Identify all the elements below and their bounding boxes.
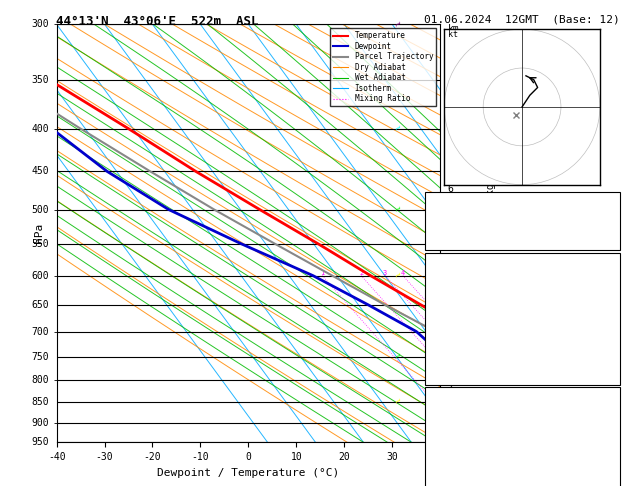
- Text: 5: 5: [448, 233, 454, 243]
- Text: ~: ~: [394, 270, 405, 281]
- Text: -2: -2: [606, 333, 616, 342]
- Text: 750: 750: [31, 351, 49, 362]
- Text: 300: 300: [31, 19, 49, 29]
- Text: Surface: Surface: [503, 260, 541, 268]
- Text: CAPE (J): CAPE (J): [428, 468, 470, 477]
- Text: 508: 508: [600, 352, 616, 361]
- Text: Lifted Index: Lifted Index: [428, 333, 493, 342]
- Text: Lifted Index: Lifted Index: [428, 450, 493, 458]
- Text: 956: 956: [600, 413, 616, 421]
- Text: 950: 950: [31, 437, 49, 447]
- Text: 01.06.2024  12GMT  (Base: 12): 01.06.2024 12GMT (Base: 12): [424, 15, 620, 25]
- Text: Temp (°C): Temp (°C): [428, 278, 476, 287]
- Text: 35: 35: [606, 199, 616, 208]
- Y-axis label: hPa: hPa: [33, 223, 43, 243]
- Text: ~: ~: [394, 396, 405, 408]
- Text: 8: 8: [448, 82, 454, 92]
- Text: Mixing Ratio (g/kg): Mixing Ratio (g/kg): [486, 177, 496, 289]
- Text: 18.5: 18.5: [595, 278, 616, 287]
- Text: 20: 20: [508, 270, 516, 276]
- Text: 44°13'N  43°06'E  522m  ASL: 44°13'N 43°06'E 522m ASL: [56, 15, 259, 28]
- Text: 900: 900: [31, 417, 49, 428]
- Text: 6: 6: [426, 270, 431, 276]
- Text: 329: 329: [600, 315, 616, 324]
- Text: CIN (J): CIN (J): [428, 370, 465, 379]
- Text: θₑ(K): θₑ(K): [428, 315, 455, 324]
- Text: 508: 508: [600, 468, 616, 477]
- Text: 15: 15: [487, 270, 495, 276]
- Text: ~: ~: [394, 204, 405, 215]
- Text: ~: ~: [394, 18, 405, 30]
- Text: 500: 500: [31, 205, 49, 214]
- Text: 850: 850: [31, 397, 49, 407]
- Text: 19: 19: [606, 370, 616, 379]
- Text: 25: 25: [524, 270, 532, 276]
- Text: km: km: [448, 24, 460, 35]
- Text: ~: ~: [394, 350, 405, 363]
- Text: Most Unstable: Most Unstable: [487, 394, 557, 403]
- Text: θₑ (K): θₑ (K): [428, 431, 460, 440]
- Text: Pressure (mb): Pressure (mb): [428, 413, 498, 421]
- Text: 650: 650: [31, 300, 49, 310]
- Legend: Temperature, Dewpoint, Parcel Trajectory, Dry Adiabat, Wet Adiabat, Isotherm, Mi: Temperature, Dewpoint, Parcel Trajectory…: [330, 28, 437, 106]
- Text: 450: 450: [31, 166, 49, 176]
- Text: 550: 550: [31, 239, 49, 249]
- Text: 4: 4: [448, 282, 454, 293]
- X-axis label: Dewpoint / Temperature (°C): Dewpoint / Temperature (°C): [157, 468, 340, 478]
- Text: 1: 1: [320, 270, 325, 276]
- Text: 3: 3: [383, 270, 387, 276]
- Text: 4: 4: [401, 270, 405, 276]
- Text: 6: 6: [448, 184, 454, 193]
- Text: 7: 7: [448, 134, 454, 143]
- Text: 3.01: 3.01: [595, 236, 616, 244]
- Text: 1: 1: [448, 430, 454, 439]
- Text: K: K: [428, 199, 433, 208]
- Text: 700: 700: [31, 327, 49, 336]
- Text: 15.6: 15.6: [595, 296, 616, 305]
- Text: 2: 2: [448, 382, 454, 392]
- Text: LCL: LCL: [448, 434, 463, 443]
- Text: -2: -2: [606, 450, 616, 458]
- Text: 2: 2: [359, 270, 364, 276]
- Text: 49: 49: [606, 217, 616, 226]
- Text: Totals Totals: Totals Totals: [428, 217, 498, 226]
- Text: ~: ~: [394, 122, 405, 135]
- Text: 800: 800: [31, 375, 49, 385]
- Text: 600: 600: [31, 271, 49, 280]
- Text: 10: 10: [459, 270, 467, 276]
- Text: 400: 400: [31, 123, 49, 134]
- Text: Dewp (°C): Dewp (°C): [428, 296, 476, 305]
- Text: 329: 329: [600, 431, 616, 440]
- Text: 8: 8: [445, 270, 450, 276]
- Text: PW (cm): PW (cm): [428, 236, 465, 244]
- Text: CAPE (J): CAPE (J): [428, 352, 470, 361]
- Text: kt: kt: [448, 30, 458, 39]
- Text: 350: 350: [31, 75, 49, 85]
- Text: 3: 3: [448, 331, 454, 342]
- Text: ASL: ASL: [448, 41, 465, 51]
